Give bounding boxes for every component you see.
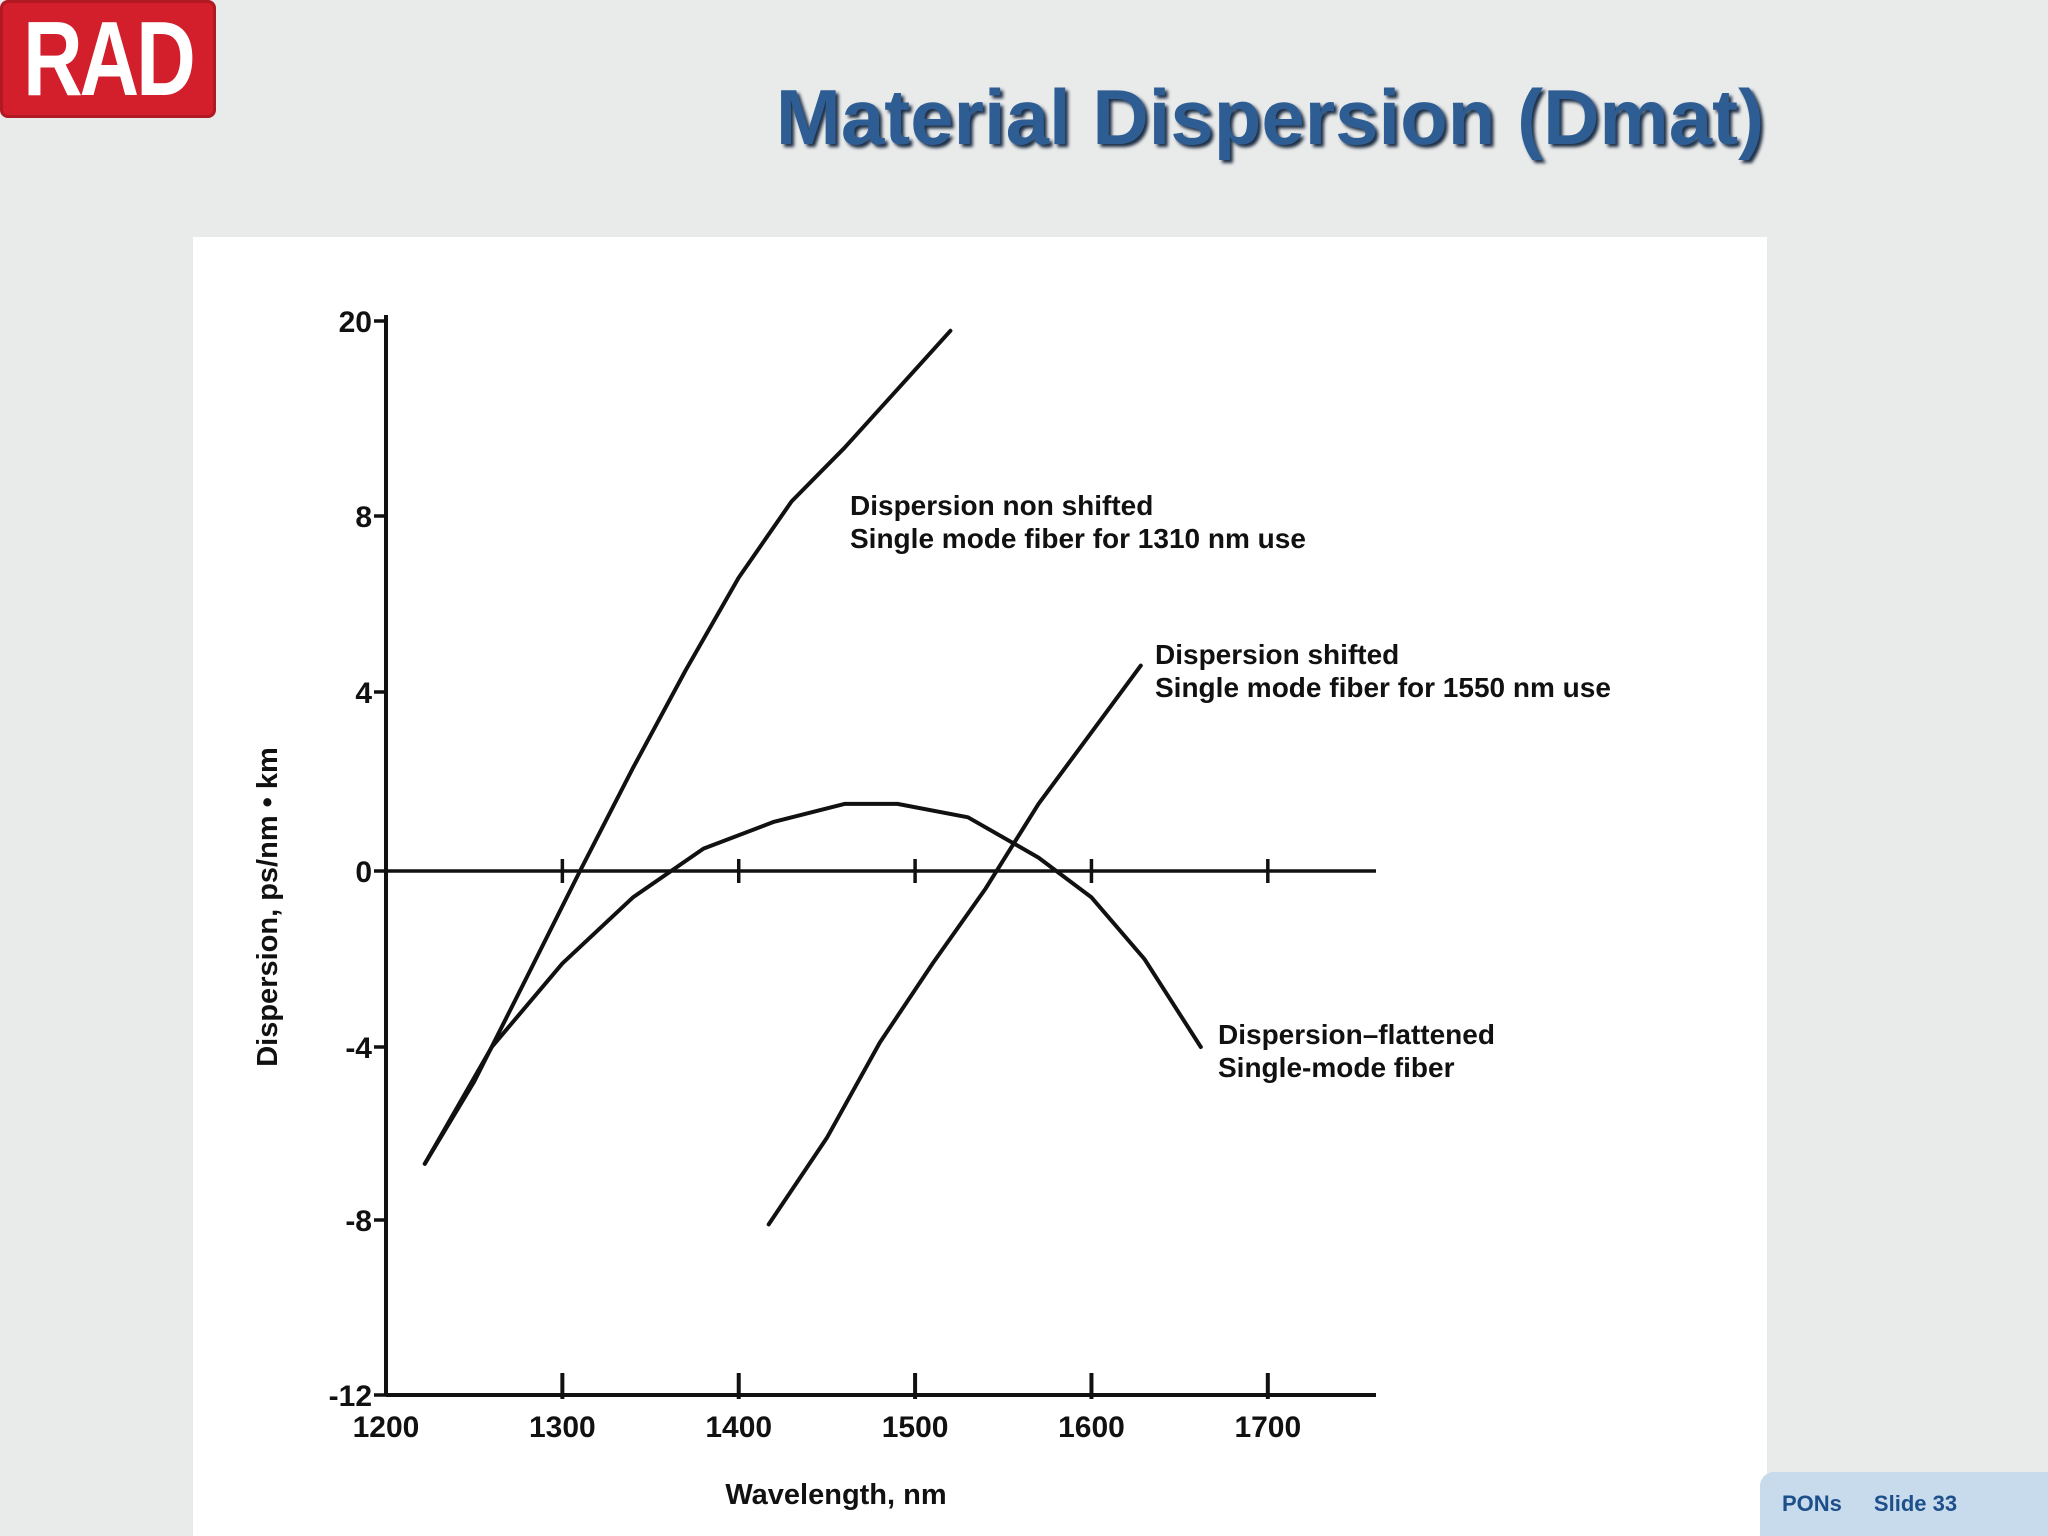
series-label-3-line-2: Single-mode fiber bbox=[1218, 1052, 1455, 1083]
axes: 1200 1300 1400 1500 1600 1700 20 8 4 0 -4 -8 -12 bbox=[329, 306, 1376, 1444]
x-tick-label: 1600 bbox=[1058, 1411, 1125, 1444]
rad-logo: RAD bbox=[0, 0, 216, 118]
series-line-3 bbox=[422, 801, 1203, 1166]
series-label-2-line-2: Single mode fiber for 1550 nm use bbox=[1155, 672, 1611, 703]
x-axis-title: Wavelength, nm bbox=[725, 1479, 946, 1511]
y-tick-label: -8 bbox=[345, 1205, 372, 1238]
y-tick-label: 20 bbox=[339, 306, 372, 339]
chart-panel: 1200 1300 1400 1500 1600 1700 20 8 4 0 -4 -8 -12 Dis… bbox=[193, 237, 1767, 1536]
dispersion-chart: 1200 1300 1400 1500 1600 1700 20 8 4 0 -4 -8 -12 Dis… bbox=[252, 306, 1611, 1511]
series-label-1-line-1: Dispersion non shifted bbox=[850, 490, 1153, 521]
x-tick-label: 1500 bbox=[882, 1411, 949, 1444]
footer-slide-number: Slide 33 bbox=[1873, 1491, 1958, 1516]
slide-title: Material Dispersion (Dmat) bbox=[775, 73, 1765, 161]
series-label-1-line-2: Single mode fiber for 1310 nm use bbox=[850, 523, 1306, 554]
y-axis-title: Dispersion, ps/nm • km bbox=[252, 747, 284, 1067]
y-tick-label: 0 bbox=[355, 856, 372, 889]
series-line-1 bbox=[422, 328, 953, 1166]
footer-section: PONs bbox=[1782, 1491, 1842, 1516]
footer: PONs Slide 33 bbox=[1760, 1472, 2048, 1536]
y-tick-label: 8 bbox=[355, 501, 372, 534]
series-label-3-line-1: Dispersion–flattened bbox=[1218, 1019, 1495, 1050]
y-tick-label: -4 bbox=[345, 1032, 372, 1065]
x-tick-label: 1700 bbox=[1234, 1411, 1301, 1444]
x-tick-label: 1200 bbox=[353, 1411, 420, 1444]
y-tick-label: -12 bbox=[329, 1380, 372, 1413]
series-line-2 bbox=[766, 663, 1143, 1227]
logo-text: RAD bbox=[23, 0, 196, 118]
x-tick-label: 1400 bbox=[705, 1411, 772, 1444]
y-tick-label: 4 bbox=[355, 677, 372, 710]
series-lines bbox=[422, 328, 1203, 1227]
x-tick-label: 1300 bbox=[529, 1411, 596, 1444]
series-label-2-line-1: Dispersion shifted bbox=[1155, 639, 1399, 670]
